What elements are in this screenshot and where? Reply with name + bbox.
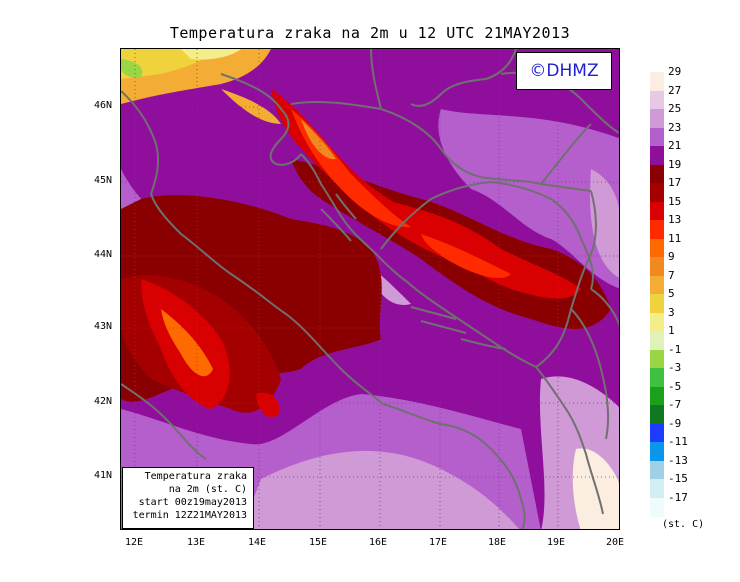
legend-label: 29 bbox=[668, 65, 682, 78]
lat-label-43n: 43N bbox=[94, 321, 113, 332]
legend-label: 7 bbox=[668, 268, 675, 282]
legend-swatch bbox=[650, 201, 664, 221]
lat-label-45n: 45N bbox=[94, 175, 113, 186]
lon-label-14e: 14E bbox=[248, 537, 267, 548]
legend-swatch bbox=[650, 90, 664, 110]
legend-swatch bbox=[650, 275, 664, 295]
legend-label: 1 bbox=[668, 324, 675, 337]
legend-label: 3 bbox=[668, 305, 675, 319]
lat-label-42n: 42N bbox=[94, 396, 113, 407]
legend-label: 13 bbox=[668, 213, 682, 226]
legend-label: -13 bbox=[668, 453, 688, 467]
lon-label-13e: 13E bbox=[187, 537, 206, 548]
legend-swatch bbox=[650, 460, 664, 480]
legend-label: 25 bbox=[668, 102, 682, 115]
map-title: Temperatura zraka na 2m u 12 UTC 21MAY20… bbox=[169, 24, 571, 42]
lat-label-46n: 46N bbox=[94, 100, 113, 111]
legend-label: 5 bbox=[668, 287, 675, 300]
legend-label: 15 bbox=[668, 194, 682, 208]
legend-swatch bbox=[650, 386, 664, 406]
info-box: Temperatura zraka na 2m (st. C) start 00… bbox=[122, 467, 254, 529]
info-line-level: na 2m (st. C) bbox=[168, 484, 247, 495]
legend-swatch bbox=[650, 127, 664, 147]
legend-swatch bbox=[650, 423, 664, 443]
temperature-map bbox=[120, 48, 620, 530]
legend-label: 19 bbox=[668, 157, 682, 171]
lon-label-19e: 19E bbox=[547, 537, 566, 548]
legend-swatch bbox=[650, 349, 664, 369]
dhmz-logo: ©DHMZ bbox=[516, 52, 612, 90]
info-line-termin: termin 12Z21MAY2013 bbox=[132, 510, 247, 521]
legend-swatch bbox=[650, 479, 664, 498]
legend-swatch bbox=[650, 220, 664, 239]
legend-label: -5 bbox=[668, 379, 682, 393]
field-cold-alpine bbox=[121, 49, 281, 124]
legend-swatch bbox=[650, 312, 664, 332]
info-line-variable: Temperatura zraka bbox=[144, 471, 247, 482]
legend-units: (st. C) bbox=[662, 519, 705, 530]
lat-label-41n: 41N bbox=[94, 470, 113, 481]
legend-swatch bbox=[650, 238, 664, 258]
legend-swatch bbox=[650, 442, 664, 461]
lon-label-20e: 20E bbox=[606, 537, 625, 548]
legend-label: -1 bbox=[668, 342, 682, 356]
lon-label-18e: 18E bbox=[488, 537, 507, 548]
legend-swatch bbox=[650, 405, 664, 424]
lon-label-12e: 12E bbox=[125, 537, 144, 548]
legend-label: 21 bbox=[668, 139, 682, 152]
legend-label: -7 bbox=[668, 398, 682, 411]
legend-label: 17 bbox=[668, 176, 682, 189]
legend-swatch bbox=[650, 164, 664, 184]
legend-swatch bbox=[650, 257, 664, 276]
legend-swatch bbox=[650, 72, 664, 91]
legend-label: -11 bbox=[668, 435, 688, 448]
info-line-start: start 00z19may2013 bbox=[138, 497, 247, 508]
lon-label-15e: 15E bbox=[309, 537, 328, 548]
coastlines-borders bbox=[121, 49, 619, 529]
legend-swatch bbox=[650, 109, 664, 128]
legend-label: 9 bbox=[668, 250, 675, 263]
legend-swatch bbox=[650, 497, 664, 517]
legend-label: 23 bbox=[668, 120, 682, 134]
legend-swatch bbox=[650, 183, 664, 202]
legend-label: 11 bbox=[668, 231, 682, 245]
legend-swatch bbox=[650, 294, 664, 313]
lat-label-44n: 44N bbox=[94, 249, 113, 260]
lon-label-17e: 17E bbox=[429, 537, 448, 548]
legend-swatch bbox=[650, 368, 664, 387]
temperature-field bbox=[121, 49, 619, 529]
legend-swatch bbox=[650, 146, 664, 165]
legend-label: -17 bbox=[668, 490, 688, 504]
legend-label: -15 bbox=[668, 472, 688, 485]
map-graticule bbox=[121, 49, 619, 529]
legend-label: -9 bbox=[668, 416, 682, 430]
legend-label: -3 bbox=[668, 361, 682, 374]
field-orange bbox=[161, 109, 511, 377]
lon-label-16e: 16E bbox=[369, 537, 388, 548]
legend-swatch bbox=[650, 331, 664, 350]
legend-label: 27 bbox=[668, 83, 682, 97]
